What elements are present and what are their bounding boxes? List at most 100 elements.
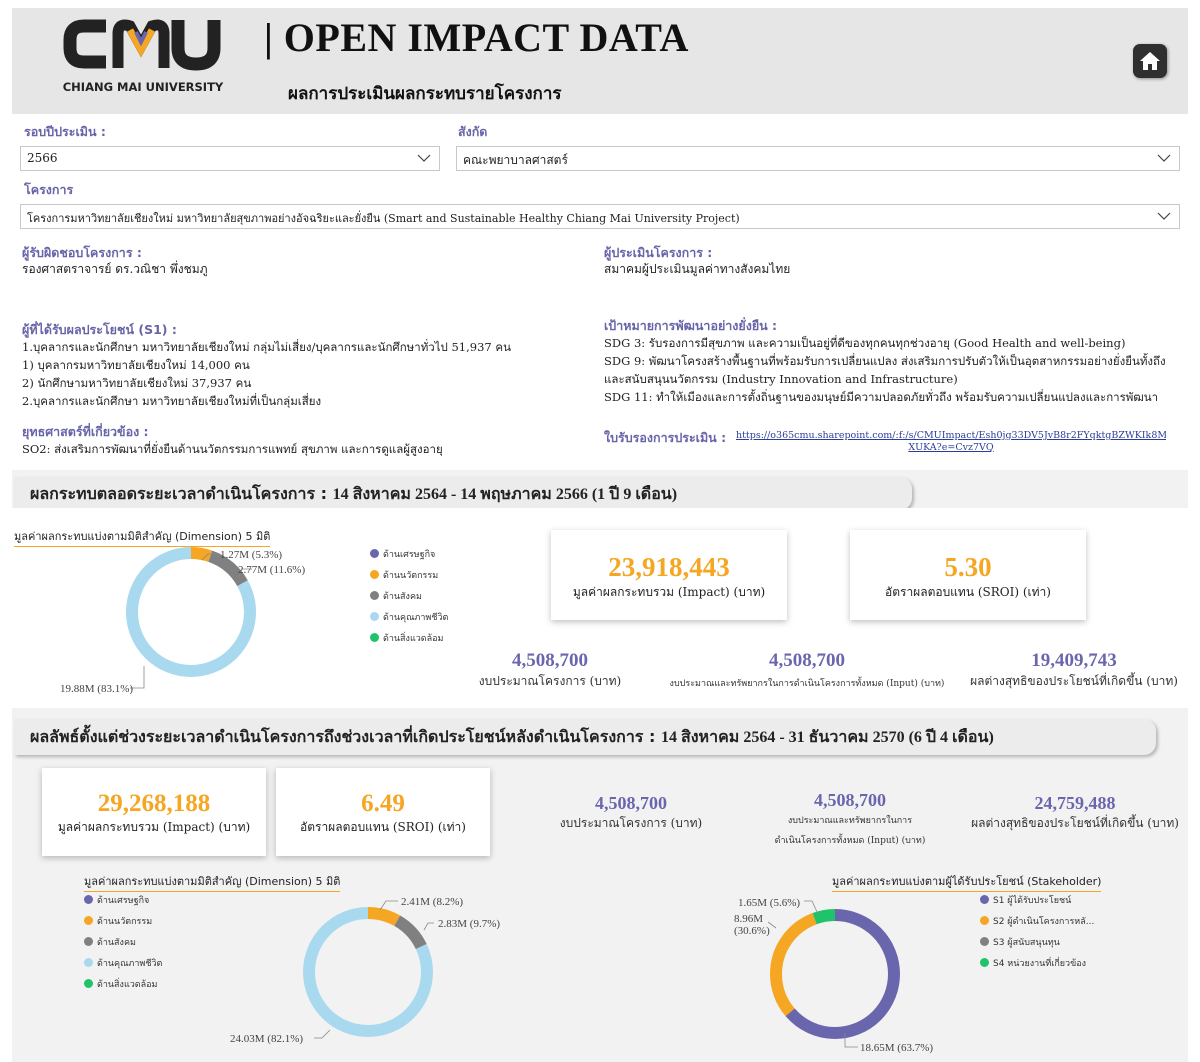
data-label: 1.27M (5.3%) [220, 549, 282, 561]
sdg-line: SDG 11: ทำให้เมืองและการตั้งถิ่นฐานของมน… [604, 390, 1159, 404]
affiliation-select-value: คณะพยาบาลศาสตร์ [463, 153, 568, 167]
input-value: 4,508,700 [769, 650, 845, 671]
data-label-leader [423, 922, 434, 931]
legend-item[interactable]: ด้านนวัตกรรม [370, 564, 448, 585]
legend-item[interactable]: ด้านคุณภาพชีวิต [370, 606, 448, 627]
net-benefit-value: 19,409,743 [1031, 650, 1117, 671]
section2-background [12, 708, 1188, 1062]
data-label: 2.83M (9.7%) [438, 918, 500, 930]
year-select[interactable]: 2566 [20, 146, 440, 171]
input-caption-2a: งบประมาณและทรัพยากรในการ [787, 816, 913, 826]
project-label: โครงการ [24, 182, 74, 197]
data-label: 24.03M (82.1%) [230, 1033, 303, 1045]
data-label-leader [844, 1033, 858, 1048]
beneficiary-line: 2.บุคลากรและนักศึกษา มหาวิทยาลัยเชียงใหม… [22, 394, 322, 408]
sdg-line: และสนับสนุนนวัตกรรม (Industry Innovation… [604, 372, 958, 386]
year-select-value: 2566 [27, 151, 58, 165]
legend-item[interactable]: S4 หน่วยงานที่เกี่ยวข้อง [980, 952, 1094, 973]
legend-swatch [84, 937, 93, 946]
sroi-value-2: 6.49 [361, 790, 405, 817]
legend-swatch [980, 958, 989, 967]
data-label-leader [804, 900, 819, 915]
evaluator-label: ผู้ประเมินโครงการ : [604, 245, 713, 260]
legend-item[interactable]: S2 ผู้ดำเนินโครงการหลั... [980, 910, 1094, 931]
donut-slice[interactable] [126, 547, 256, 677]
certificate-link[interactable]: https://o365cmu.sharepoint.com/:f:/s/CMU… [736, 430, 1166, 454]
dimension-donut-chart-2: 2.41M (8.2%) 2.83M (9.7%) 24.03M (82.1%) [230, 896, 500, 1045]
stakeholder-donut-chart: 1.65M (5.6%) 8.96M(30.6%) 18.65M (63.7%) [734, 897, 933, 1054]
sroi-caption: อัตราผลตอบแทน (SROI) (เท่า) [885, 585, 1051, 599]
legend-item[interactable]: ด้านนวัตกรรม [84, 910, 162, 931]
legend-label: ด้านคุณภาพชีวิต [97, 958, 163, 969]
legend-swatch [370, 570, 379, 579]
legend-item[interactable]: ด้านเศรษฐกิจ [84, 889, 162, 910]
legend-label: ด้านสังคม [97, 937, 136, 948]
input-caption-2b: ดำเนินโครงการทั้งหมด (Input) (บาท) [774, 836, 926, 846]
affiliation-select[interactable]: คณะพยาบาลศาสตร์ [456, 146, 1180, 171]
chevron-down-icon [417, 154, 431, 162]
data-label: 2.41M (8.2%) [401, 896, 463, 908]
data-label-leader [379, 900, 398, 911]
certificate-label: ใบรับรองการประเมิน : [604, 430, 727, 445]
donut-slice[interactable] [770, 909, 900, 1039]
strategy-value: SO2: ส่งเสริมการพัฒนาที่ยั่งยืนด้านนวัตก… [22, 442, 443, 456]
data-label-leader [130, 666, 145, 689]
input-kpi: 4,508,700 งบประมาณและทรัพยากรในการดำเนิน… [662, 650, 952, 690]
legend-item[interactable]: ด้านเศรษฐกิจ [370, 543, 448, 564]
data-label: (30.6%) [734, 925, 770, 937]
legend-item[interactable]: S3 ผู้สนับสนุนทุน [980, 931, 1094, 952]
legend-swatch [980, 895, 989, 904]
legend-swatch [84, 916, 93, 925]
legend-label: ด้านสังคม [383, 591, 422, 602]
section2-banner: ผลลัพธ์ตั้งแต่ช่วงระยะเวลาดำเนินโครงการถ… [14, 719, 1156, 755]
impact-caption: มูลค่าผลกระทบรวม (Impact) (บาท) [572, 585, 766, 599]
donut-slice[interactable] [770, 909, 900, 1039]
certificate-link-line[interactable]: https://o365cmu.sharepoint.com/:f:/s/CMU… [736, 430, 1166, 441]
home-button[interactable] [1133, 44, 1167, 78]
strategy-label: ยุทธศาสตร์ที่เกี่ยวข้อง : [22, 424, 149, 439]
stakeholder-legend: S1 ผู้ได้รับประโยชน์ S2 ผู้ดำเนินโครงการห… [980, 889, 1094, 973]
legend-item[interactable]: ด้านสิ่งแวดล้อม [84, 973, 162, 994]
chevron-down-icon [1157, 154, 1171, 162]
legend-label: ด้านเศรษฐกิจ [383, 549, 436, 560]
legend-item[interactable]: ด้านสังคม [370, 585, 448, 606]
data-label: 2.77M (11.6%) [238, 564, 305, 576]
beneficiary-line: 2) นักศึกษามหาวิทยาลัยเชียงใหม่ 37,937 ค… [22, 376, 252, 390]
section1-banner: ผลกระทบตลอดระยะเวลาดำเนินโครงการ : 14 สิ… [14, 477, 912, 510]
dimension-legend: ด้านเศรษฐกิจด้านนวัตกรรมด้านสังคมด้านคุณ… [370, 543, 448, 648]
dimension-chart-title-2: มูลค่าผลกระทบแบ่งตามมิติสำคัญ (Dimension… [84, 872, 341, 892]
input-kpi-2: 4,508,700 งบประมาณและทรัพยากรในการ ดำเนิ… [760, 790, 940, 847]
sroi-card-2: 6.49 อัตราผลตอบแทน (SROI) (เท่า) [276, 768, 490, 856]
sdg-list: SDG 3: รับรองการมีสุขภาพ และความเป็นอยู่… [604, 334, 1184, 408]
certificate-link-line[interactable]: XUKA?e=Cvz7VQ [908, 442, 994, 453]
sdg-line: SDG 9: พัฒนาโครงสร้างพื้นฐานที่พร้อมรับก… [604, 354, 1166, 368]
budget-caption: งบประมาณโครงการ (บาท) [478, 674, 622, 688]
impact-caption-2: มูลค่าผลกระทบรวม (Impact) (บาท) [57, 820, 251, 834]
legend-label: ด้านคุณภาพชีวิต [383, 612, 449, 623]
project-select[interactable]: โครงการมหาวิทยาลัยเชียงใหม่ มหาวิทยาลัยส… [20, 204, 1180, 229]
budget-caption-2: งบประมาณโครงการ (บาท) [559, 816, 703, 830]
legend-label: S2 ผู้ดำเนินโครงการหลั... [993, 916, 1095, 927]
legend-swatch [370, 591, 379, 600]
chevron-down-icon [1157, 212, 1171, 220]
donut-slice[interactable] [303, 907, 433, 1037]
impact-card: 23,918,443 มูลค่าผลกระทบรวม (Impact) (บา… [551, 530, 787, 620]
section1-heading: ผลกระทบตลอดระยะเวลาดำเนินโครงการ : [30, 484, 328, 503]
stakeholder-chart-title: มูลค่าผลกระทบแบ่งตามผู้ได้รับประโยชน์ (S… [832, 872, 1102, 892]
net-benefit-caption: ผลต่างสุทธิของประโยชน์ที่เกิดขึ้น (บาท) [970, 674, 1178, 688]
legend-label: S1 ผู้ได้รับประโยชน์ [993, 895, 1072, 906]
legend-item[interactable]: ด้านคุณภาพชีวิต [84, 952, 162, 973]
legend-swatch [84, 979, 93, 988]
legend-item[interactable]: S1 ผู้ได้รับประโยชน์ [980, 889, 1094, 910]
dimension-donut-chart: 1.27M (5.3%) 2.77M (11.6%) 19.88M (83.1%) [60, 547, 305, 695]
data-label-leader [767, 921, 777, 929]
legend-swatch [370, 549, 379, 558]
legend-swatch [980, 916, 989, 925]
owner-label: ผู้รับผิดชอบโครงการ : [22, 245, 142, 260]
home-icon [1140, 52, 1160, 70]
beneficiary-list: 1.บุคลากรและนักศึกษา มหาวิทยาลัยเชียงใหม… [22, 338, 592, 412]
input-value-2: 4,508,700 [814, 790, 886, 810]
legend-item[interactable]: ด้านสิ่งแวดล้อม [370, 627, 448, 648]
net-benefit-caption-2: ผลต่างสุทธิของประโยชน์ที่เกิดขึ้น (บาท) [971, 816, 1179, 830]
legend-item[interactable]: ด้านสังคม [84, 931, 162, 952]
